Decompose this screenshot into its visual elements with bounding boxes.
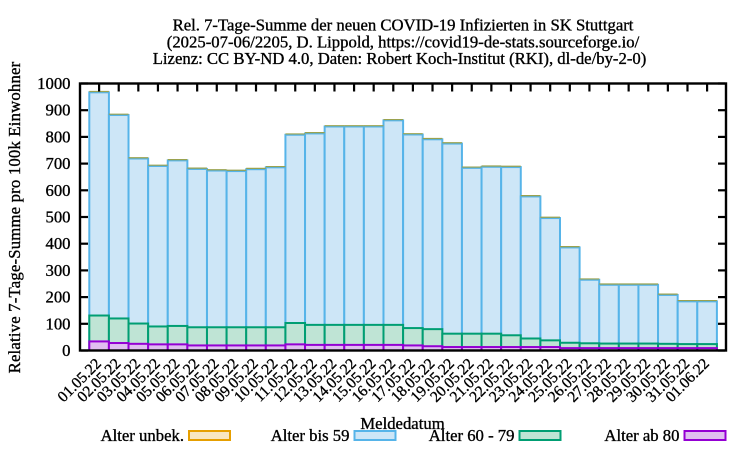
svg-text:1000: 1000 — [37, 74, 70, 93]
svg-text:Alter 60 - 79: Alter 60 - 79 — [429, 426, 515, 445]
svg-text:(2025-07-06/2205, D. Lippold,: (2025-07-06/2205, D. Lippold, https://co… — [167, 33, 640, 52]
svg-text:300: 300 — [45, 261, 70, 280]
svg-text:800: 800 — [45, 127, 70, 146]
svg-text:Alter ab 80: Alter ab 80 — [604, 426, 679, 445]
svg-text:600: 600 — [45, 181, 70, 200]
svg-text:0: 0 — [62, 341, 70, 360]
svg-text:Alter bis 59: Alter bis 59 — [271, 426, 350, 445]
svg-text:500: 500 — [45, 208, 70, 227]
svg-text:200: 200 — [45, 288, 70, 307]
svg-text:Relative 7-Tage-Summe pro 100k: Relative 7-Tage-Summe pro 100k Einwohner — [5, 61, 24, 373]
svg-text:Alter unbek.: Alter unbek. — [101, 426, 184, 445]
svg-text:Rel. 7-Tage-Summe der neuen CO: Rel. 7-Tage-Summe der neuen COVID-19 Inf… — [173, 16, 634, 35]
svg-text:700: 700 — [45, 154, 70, 173]
svg-text:400: 400 — [45, 234, 70, 253]
svg-text:Meldedatum: Meldedatum — [360, 414, 444, 433]
svg-text:Lizenz: CC BY-ND 4.0, Daten: R: Lizenz: CC BY-ND 4.0, Daten: Robert Koch… — [153, 49, 647, 68]
svg-text:900: 900 — [45, 101, 70, 120]
svg-text:100: 100 — [45, 314, 70, 333]
